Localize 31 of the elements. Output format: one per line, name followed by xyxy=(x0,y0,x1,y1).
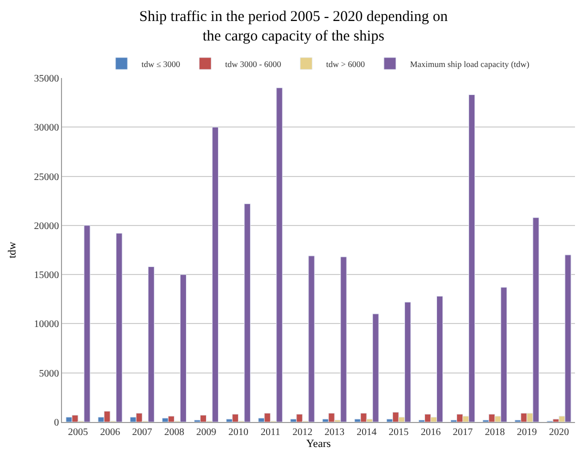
x-tick-label: 2013 xyxy=(324,427,345,438)
x-tick-label: 2005 xyxy=(68,427,88,438)
x-tick-label: 2015 xyxy=(388,427,409,438)
legend-label: tdw 3000 - 6000 xyxy=(225,58,282,69)
y-tick-label: 5000 xyxy=(39,368,59,380)
x-tick-label: 2018 xyxy=(484,427,505,438)
y-tick-label: 25000 xyxy=(34,172,59,183)
y-tick-label: 30000 xyxy=(34,122,59,134)
legend-label: tdw ≤ 3000 xyxy=(142,58,180,69)
y-tick-label: 15000 xyxy=(34,270,59,282)
y-tick-label: 20000 xyxy=(34,220,59,232)
y-tick-label: 0 xyxy=(54,418,59,428)
x-tick-label: 2007 xyxy=(132,427,152,438)
legend-label: tdw > 6000 xyxy=(326,58,365,69)
y-axis-title: tdw xyxy=(6,242,19,258)
y-tick-label: 35000 xyxy=(34,74,59,84)
x-tick-label: 2014 xyxy=(356,427,377,438)
x-tick-label: 2011 xyxy=(260,427,280,438)
x-tick-label: 2008 xyxy=(164,427,184,438)
chart-title: Ship traffic in the period 2005 - 2020 depending on the cargo capacity of the ships xyxy=(139,8,448,44)
x-tick-label: 2010 xyxy=(228,427,248,438)
legend-label: Maximum ship load capacity (tdw) xyxy=(410,58,530,69)
x-tick-label: 2019 xyxy=(516,427,537,438)
x-tick-label: 2017 xyxy=(452,427,473,438)
x-tick-label: 2012 xyxy=(292,427,312,438)
x-tick-label: 2006 xyxy=(100,427,120,438)
x-tick-label: 2020 xyxy=(548,427,569,438)
y-tick-label: 10000 xyxy=(34,319,59,330)
x-tick-label: 2009 xyxy=(196,427,216,438)
x-axis-title: Years xyxy=(306,438,331,450)
x-tick-label: 2016 xyxy=(420,427,441,438)
